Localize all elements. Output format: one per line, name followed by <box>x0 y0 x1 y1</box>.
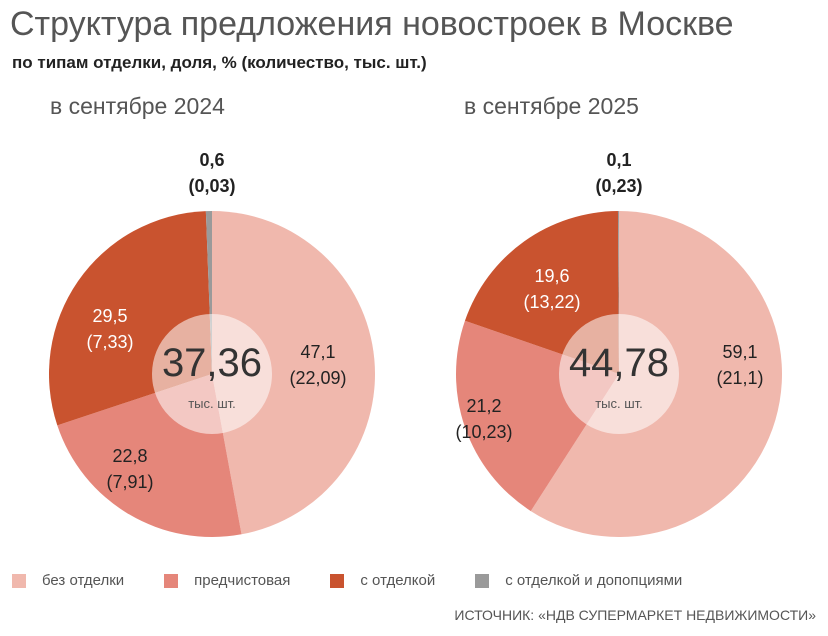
data-label-count: (10,23) <box>455 422 512 442</box>
legend-swatch <box>475 574 490 588</box>
legend-label: с отделкой и допопциями <box>505 572 683 589</box>
pie-title-2024: в сентябре 2024 <box>50 93 225 119</box>
pie-slice <box>212 211 375 535</box>
source-note: ИСТОЧНИК: «НДВ СУПЕРМАРКЕТ НЕДВИЖИМОСТИ» <box>454 607 816 623</box>
center-total: 37,36 <box>162 341 262 385</box>
pie-title-2025: в сентябре 2025 <box>464 93 639 119</box>
legend: без отделки предчистовая с отделкой с от… <box>12 572 722 590</box>
data-label-share: 19,6 <box>534 266 569 286</box>
data-label-count: (0,23) <box>595 176 642 196</box>
legend-item-finish: с отделкой <box>330 572 435 590</box>
legend-swatch <box>12 574 26 588</box>
data-label-share: 0,6 <box>199 150 224 170</box>
data-label-share: 0,1 <box>606 150 631 170</box>
data-label-count: (7,33) <box>86 332 133 352</box>
data-label-share: 21,2 <box>466 396 501 416</box>
data-label-share: 22,8 <box>112 446 147 466</box>
center-total: 44,78 <box>569 341 669 385</box>
legend-swatch <box>330 574 345 588</box>
chart-subtitle: по типам отделки, доля, % (количество, т… <box>12 53 427 72</box>
data-label-share: 59,1 <box>722 342 757 362</box>
chart-title: Структура предложения новостроек в Москв… <box>10 5 734 43</box>
data-label-count: (22,09) <box>289 368 346 388</box>
legend-swatch <box>164 574 179 588</box>
data-label-share: 29,5 <box>92 306 127 326</box>
legend-label: без отделки <box>42 572 125 589</box>
legend-item-prefinish: предчистовая <box>164 572 290 590</box>
data-label-share: 47,1 <box>300 342 335 362</box>
data-label-count: (13,22) <box>523 292 580 312</box>
data-label-count: (21,1) <box>716 368 763 388</box>
center-circle <box>152 314 272 434</box>
data-label-count: (0,03) <box>188 176 235 196</box>
center-unit: тыс. шт. <box>188 396 236 411</box>
legend-label: предчистовая <box>194 572 291 589</box>
legend-item-finish-options: с отделкой и допопциями <box>475 572 682 590</box>
center-circle <box>559 314 679 434</box>
legend-item-no-finish: без отделки <box>12 572 124 590</box>
center-unit: тыс. шт. <box>595 396 643 411</box>
legend-label: с отделкой <box>360 572 436 589</box>
data-label-count: (7,91) <box>106 472 153 492</box>
